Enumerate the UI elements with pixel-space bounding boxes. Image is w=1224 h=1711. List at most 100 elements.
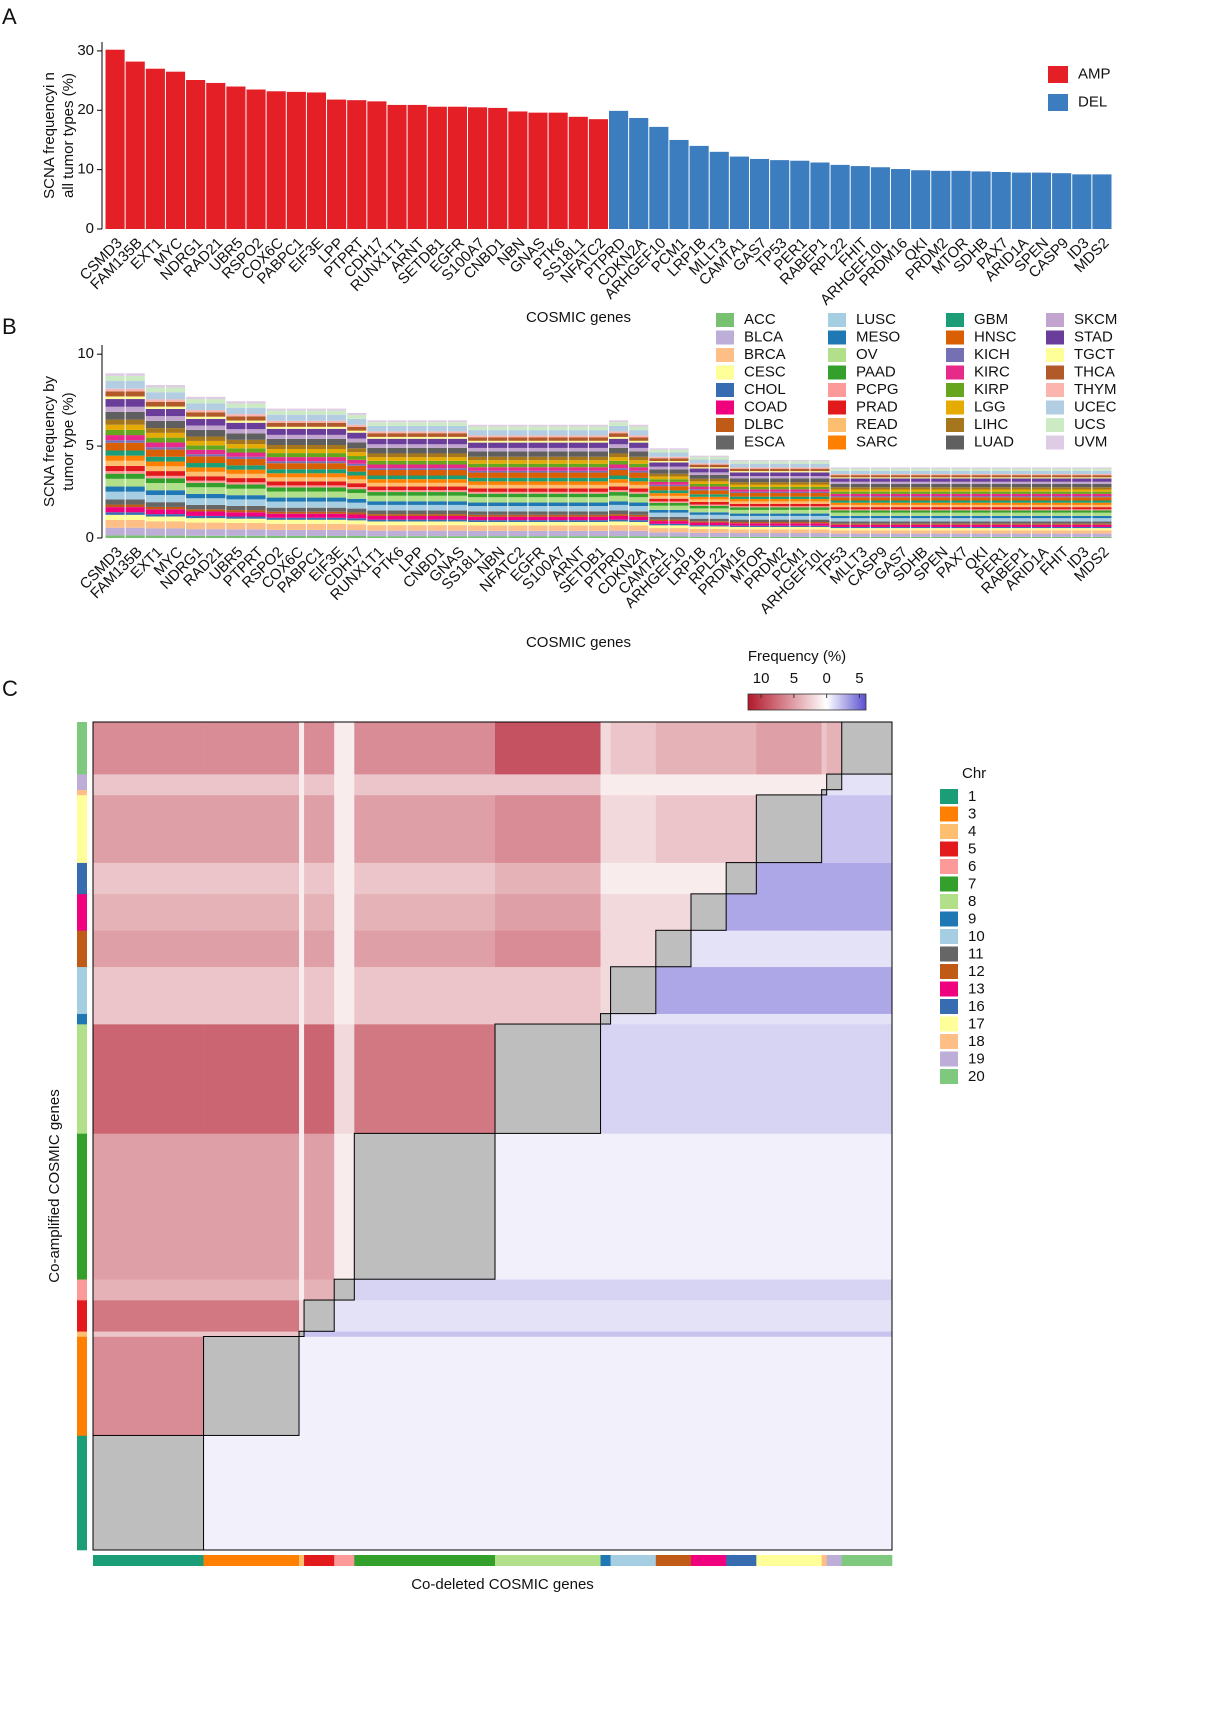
bar-segment <box>347 535 367 538</box>
heatmap-cell <box>304 966 335 1014</box>
heatmap-cell <box>304 862 335 895</box>
bar-segment <box>729 525 749 527</box>
bar-segment <box>931 533 951 537</box>
bar-segment <box>306 501 327 508</box>
heatmap-cell <box>304 1133 335 1280</box>
heatmap-cell <box>726 1133 757 1280</box>
column-annotation <box>821 1555 827 1566</box>
bar-segment <box>931 510 951 513</box>
bar-segment <box>971 512 991 516</box>
bar-segment <box>991 487 1011 490</box>
bar-segment <box>1031 530 1052 534</box>
bar-segment <box>971 470 991 475</box>
bar-segment <box>629 463 649 468</box>
bar-segment <box>790 489 810 492</box>
bar-segment <box>105 519 125 528</box>
bar-segment <box>387 444 407 448</box>
heatmap-cell <box>610 1331 657 1337</box>
bar-segment <box>790 526 810 530</box>
bar-segment <box>468 437 488 441</box>
bar-segment <box>327 444 347 450</box>
bar-segment <box>790 506 810 508</box>
bar-segment <box>870 496 890 498</box>
bar-segment <box>306 513 327 518</box>
bar-segment <box>1092 477 1112 479</box>
bar-segment <box>407 422 427 426</box>
bar-segment <box>488 435 508 438</box>
heatmap-cell <box>334 1024 355 1134</box>
heatmap-cell <box>610 862 657 895</box>
bar-segment <box>528 516 548 521</box>
bar-segment <box>125 471 145 474</box>
bar-segment <box>347 448 367 453</box>
bar-segment <box>709 490 729 495</box>
bar-segment <box>770 461 790 464</box>
bar-segment <box>468 497 488 503</box>
bar-segment <box>447 514 468 516</box>
bar-segment <box>669 481 689 485</box>
bar-segment <box>528 525 548 531</box>
bar-segment <box>870 518 890 522</box>
bar-segment <box>105 373 125 376</box>
heatmap-cell <box>655 789 692 796</box>
bar-segment <box>790 492 810 497</box>
bar-segment <box>327 535 347 538</box>
heatmap-cell <box>821 1331 827 1337</box>
bar-segment <box>669 501 689 503</box>
bar-segment <box>1092 536 1112 538</box>
bar-segment <box>286 517 306 520</box>
bar-segment <box>1052 491 1072 494</box>
bar-segment <box>548 470 568 473</box>
bar-segment <box>548 536 568 538</box>
heatmap-cell <box>203 893 300 931</box>
bar-segment <box>447 521 468 526</box>
bar-segment <box>649 519 669 522</box>
bar-segment <box>508 467 528 471</box>
bar-segment <box>347 530 367 536</box>
bar-segment <box>850 524 870 527</box>
heatmap-cell <box>93 1331 204 1337</box>
bar-segment <box>830 496 850 498</box>
bar-segment <box>226 535 246 538</box>
bar-segment <box>1092 475 1112 478</box>
bar-segment <box>729 482 749 485</box>
bar-segment <box>689 486 709 490</box>
bar-segment <box>367 521 387 526</box>
bar-segment <box>669 493 689 496</box>
bar-segment <box>266 438 286 445</box>
bar-segment <box>830 487 850 490</box>
bar-segment <box>407 469 427 476</box>
bar-segment <box>407 420 427 423</box>
heatmap-cell <box>756 789 822 796</box>
heatmap-cell <box>354 722 496 775</box>
bar-segment <box>890 477 911 479</box>
bar-segment <box>468 488 488 492</box>
bar-segment <box>508 514 528 517</box>
bar-segment <box>528 437 548 441</box>
bar-segment <box>991 533 1011 537</box>
bar-segment <box>347 483 367 488</box>
bar-segment <box>508 525 528 531</box>
legend-swatch <box>716 435 734 450</box>
heatmap-cell <box>655 1133 692 1280</box>
y-tick-label: 0 <box>86 220 94 237</box>
bar-segment <box>971 475 991 478</box>
bar-segment <box>226 407 246 415</box>
bar-segment <box>1072 489 1092 492</box>
bar-segment <box>810 489 830 492</box>
heatmap-cell <box>655 1435 692 1551</box>
heatmap-cell <box>726 1279 757 1301</box>
bar-segment <box>609 515 629 520</box>
legend-swatch <box>946 383 964 397</box>
bar-segment <box>709 481 729 484</box>
bar-segment <box>890 528 911 531</box>
bar-segment <box>991 512 1011 516</box>
bar-segment <box>347 498 367 503</box>
heatmap-cell <box>334 774 355 790</box>
heatmap-cell <box>495 1279 601 1301</box>
bar-segment <box>931 478 951 482</box>
bar-segment <box>870 489 890 492</box>
bar-segment <box>1031 512 1052 516</box>
bar-segment <box>870 491 890 494</box>
legend-label: TGCT <box>1074 346 1115 363</box>
